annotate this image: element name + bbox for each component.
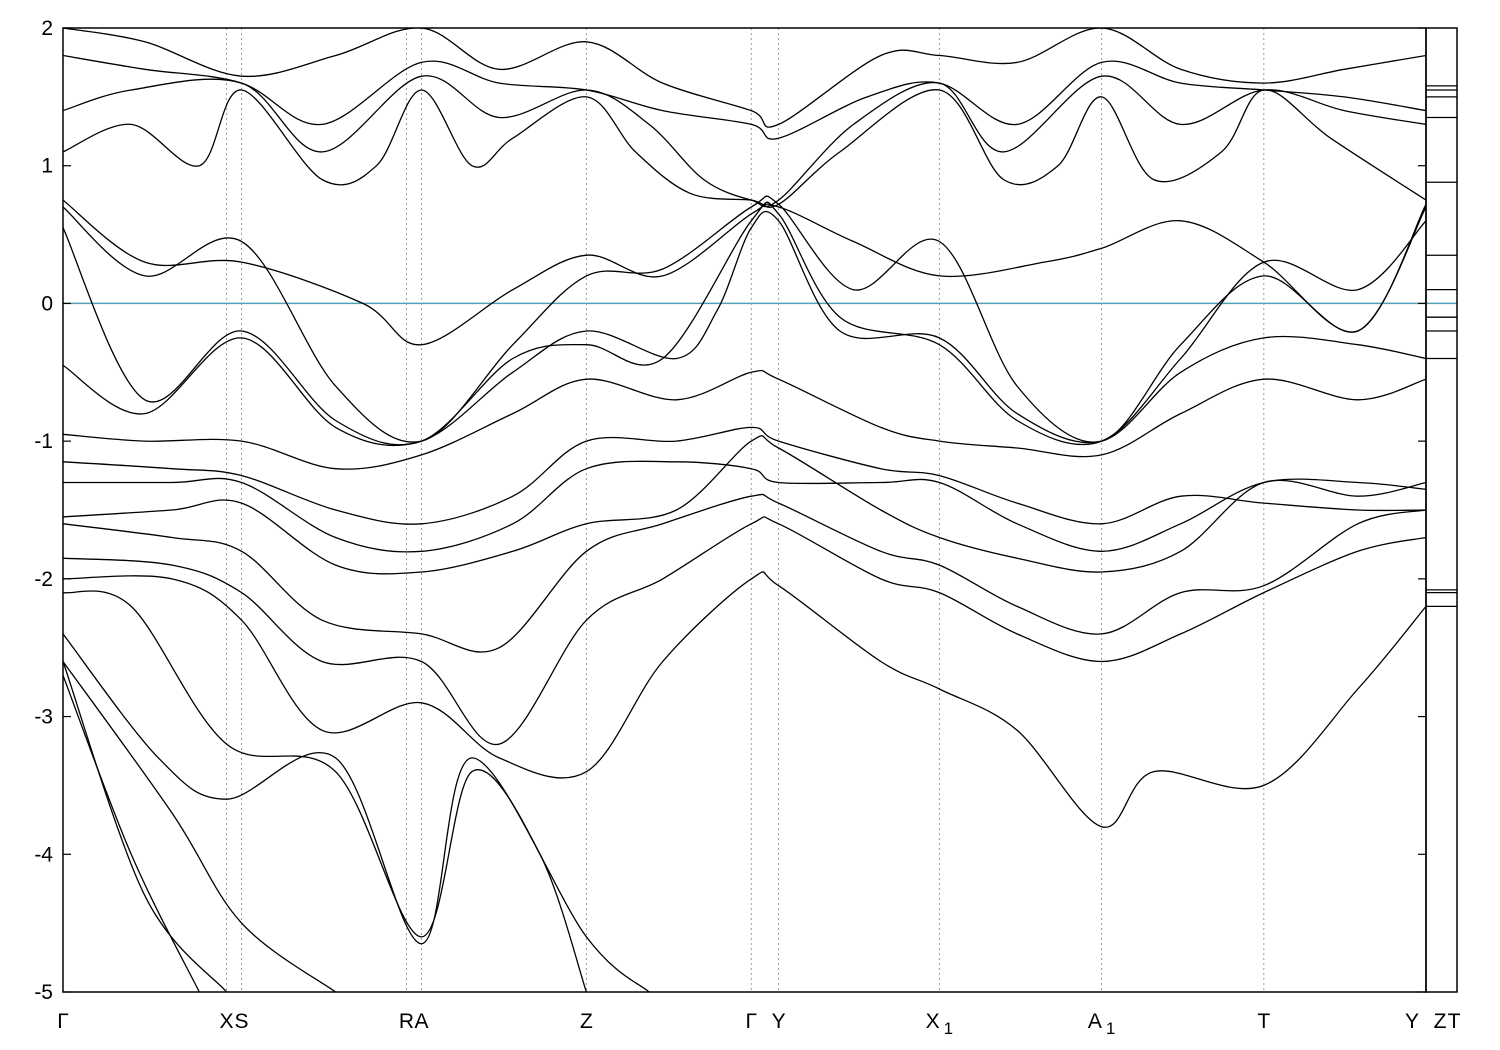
plot-frame — [62, 27, 1427, 993]
dos-panel — [1426, 85, 1457, 608]
kpoint-label: S — [235, 1010, 249, 1033]
band-line-1 — [63, 661, 228, 992]
band-line-12 — [63, 369, 1426, 470]
kpoint-label: Z — [580, 1010, 593, 1033]
band-line-7 — [63, 516, 1426, 745]
y-tick-label: -5 — [34, 981, 53, 1004]
kpoint-label: Γ — [746, 1010, 758, 1033]
y-tick-label: -1 — [34, 430, 53, 453]
band-line-18 — [63, 75, 1426, 208]
band-line-5 — [63, 590, 588, 992]
band-line-8 — [63, 493, 1426, 653]
band-line-14 — [63, 201, 1426, 446]
band-line-19 — [63, 54, 1426, 140]
dos-frame — [1425, 27, 1458, 993]
kpoint-label: T — [1257, 1010, 1270, 1033]
band-line-11 — [63, 426, 1426, 525]
kpoint-label: Y — [772, 1010, 786, 1033]
band-line-3 — [63, 661, 336, 992]
band-line-2 — [63, 675, 200, 992]
y-tick-label: 2 — [41, 17, 53, 40]
band-line-13 — [63, 210, 1426, 447]
kpoint-label: A — [414, 1010, 428, 1033]
band-line-4 — [63, 633, 650, 992]
band-line-15 — [63, 195, 1426, 443]
band-line-6 — [63, 571, 1426, 828]
dos-panel-label: Z — [1434, 1010, 1447, 1033]
band-line-20 — [63, 28, 1426, 128]
y-tick-label: 1 — [41, 155, 53, 178]
band-line-10 — [63, 460, 1426, 553]
y-tick-label: -2 — [34, 568, 53, 591]
y-axis-ticks: 2 1 0 -1 -2 -3 -4 -5 — [34, 17, 1426, 1004]
band-line-9 — [63, 435, 1426, 575]
band-lines — [63, 28, 1426, 992]
y-tick-label: -3 — [34, 706, 53, 729]
band-line-16 — [63, 199, 1426, 346]
y-tick-label: -4 — [34, 843, 53, 866]
y-tick-label: 0 — [41, 292, 53, 315]
kpoint-gridlines — [226, 28, 1265, 992]
kpoint-label: R — [399, 1010, 414, 1033]
kpoint-label: Γ — [57, 1010, 69, 1033]
dos-panel-label: T — [1448, 1010, 1461, 1033]
band-line-17 — [63, 89, 1426, 208]
kpoint-label: X — [220, 1010, 234, 1033]
kpoint-label: Y — [1405, 1010, 1419, 1033]
